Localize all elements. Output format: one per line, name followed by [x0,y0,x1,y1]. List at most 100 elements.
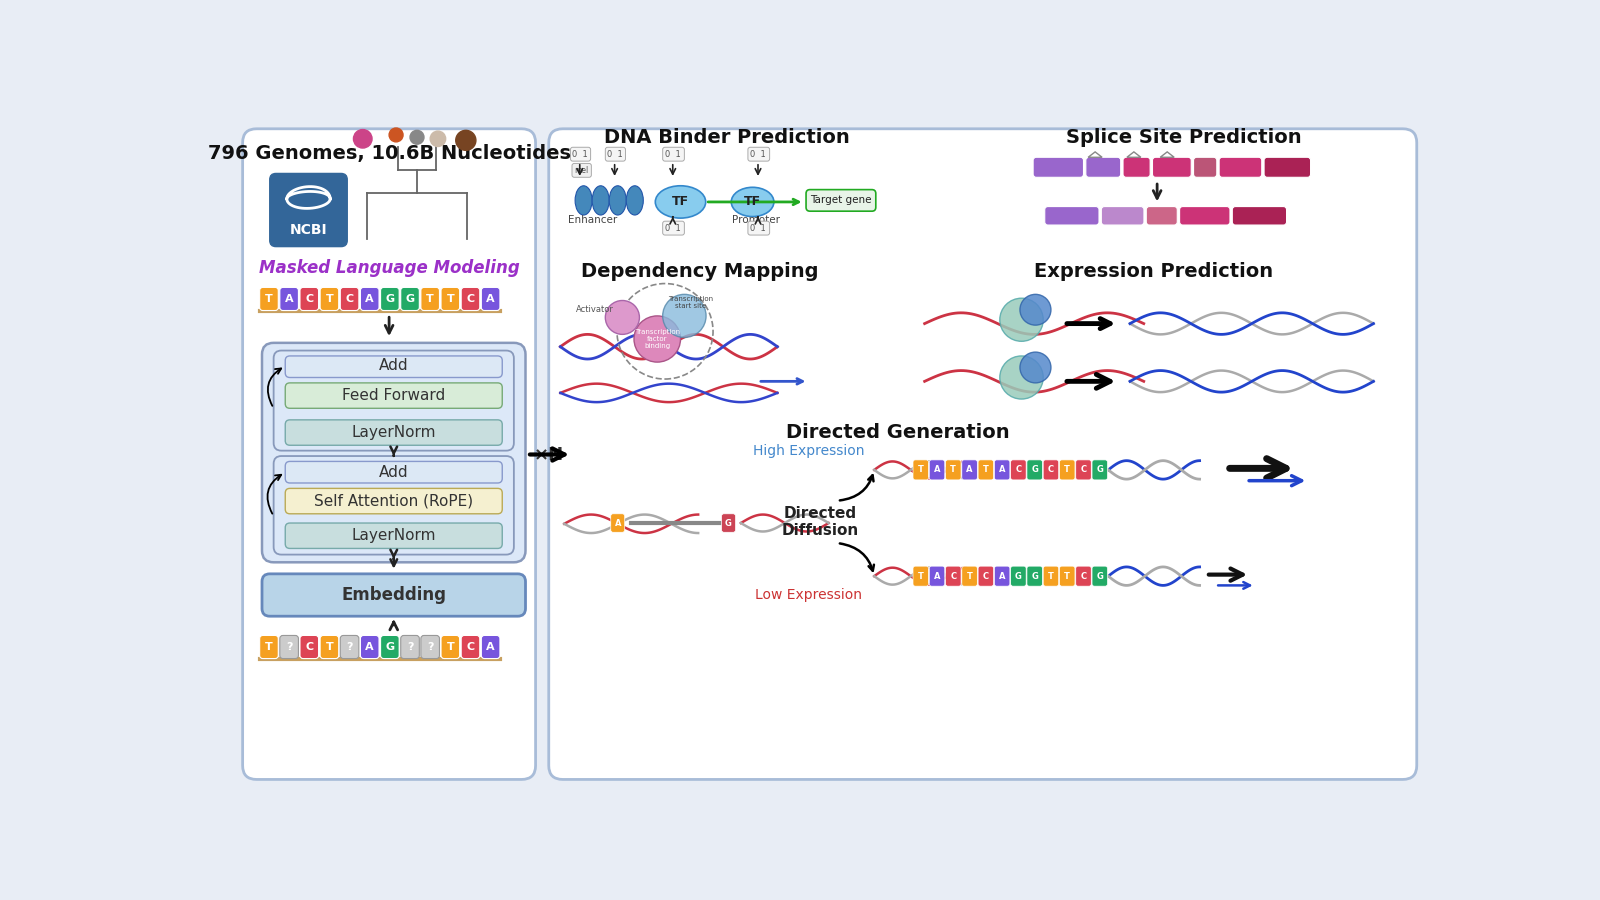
FancyBboxPatch shape [274,351,514,451]
Text: T: T [918,572,923,580]
FancyBboxPatch shape [1011,460,1026,480]
Text: T: T [446,642,454,652]
Text: TF: TF [744,195,762,209]
FancyBboxPatch shape [806,190,875,212]
Text: LayerNorm: LayerNorm [352,425,435,440]
Circle shape [634,316,680,362]
Circle shape [456,130,475,150]
Text: Promoter: Promoter [733,215,781,225]
Text: A: A [486,642,494,652]
FancyBboxPatch shape [1264,158,1310,177]
Text: C: C [1080,572,1086,580]
Text: T: T [426,294,434,304]
FancyBboxPatch shape [946,566,962,586]
Circle shape [410,130,424,144]
Text: Feed Forward: Feed Forward [342,388,445,402]
Text: G: G [1032,465,1038,474]
FancyBboxPatch shape [662,148,685,161]
Text: Activator: Activator [576,305,614,314]
Ellipse shape [626,185,643,215]
Text: High Expression: High Expression [752,444,864,457]
FancyBboxPatch shape [549,129,1416,779]
Text: A: A [998,572,1005,580]
Text: Enhancer: Enhancer [568,215,616,225]
Ellipse shape [610,185,626,215]
FancyBboxPatch shape [299,635,318,659]
Text: Add: Add [379,358,408,374]
FancyBboxPatch shape [1011,566,1026,586]
FancyBboxPatch shape [611,514,624,532]
FancyBboxPatch shape [914,460,928,480]
Text: 0  1: 0 1 [666,223,680,232]
Text: ×N: ×N [533,446,563,464]
FancyBboxPatch shape [573,164,592,177]
FancyBboxPatch shape [381,635,398,659]
FancyBboxPatch shape [930,566,944,586]
FancyBboxPatch shape [1043,460,1059,480]
Text: T: T [1064,465,1070,474]
FancyBboxPatch shape [1075,460,1091,480]
FancyBboxPatch shape [400,635,419,659]
FancyBboxPatch shape [994,566,1010,586]
FancyBboxPatch shape [1043,566,1059,586]
Text: A: A [365,294,374,304]
Polygon shape [1088,152,1102,158]
Text: 796 Genomes, 10.6B Nucleotides: 796 Genomes, 10.6B Nucleotides [208,144,571,163]
Text: ?: ? [406,642,413,652]
Text: ?: ? [346,642,354,652]
FancyBboxPatch shape [421,635,440,659]
FancyBboxPatch shape [285,462,502,483]
FancyBboxPatch shape [360,287,379,310]
Text: G: G [1096,465,1104,474]
FancyBboxPatch shape [605,148,626,161]
FancyBboxPatch shape [914,566,928,586]
Text: C: C [1016,465,1021,474]
FancyBboxPatch shape [461,287,480,310]
FancyBboxPatch shape [994,460,1010,480]
FancyBboxPatch shape [962,460,978,480]
Ellipse shape [731,187,774,217]
Text: LayerNorm: LayerNorm [352,527,435,543]
Text: C: C [982,572,989,580]
Text: 0  1: 0 1 [750,223,766,232]
FancyBboxPatch shape [1093,460,1107,480]
FancyBboxPatch shape [1179,207,1230,225]
Text: C: C [467,294,475,304]
FancyBboxPatch shape [285,356,502,377]
Ellipse shape [656,185,706,218]
Text: NCBI: NCBI [290,222,328,237]
FancyBboxPatch shape [270,174,347,247]
FancyBboxPatch shape [1034,158,1083,177]
FancyBboxPatch shape [262,343,525,562]
Circle shape [354,130,373,148]
FancyBboxPatch shape [722,514,736,532]
FancyBboxPatch shape [1219,158,1262,177]
Circle shape [1000,298,1043,341]
Text: Expression Prediction: Expression Prediction [1034,262,1274,281]
Circle shape [1019,352,1051,382]
Text: Target gene: Target gene [810,195,872,205]
FancyBboxPatch shape [1059,460,1075,480]
FancyBboxPatch shape [341,287,358,310]
FancyBboxPatch shape [1123,158,1150,177]
Text: T: T [918,465,923,474]
Text: 0  1: 0 1 [606,149,622,158]
Text: G: G [405,294,414,304]
FancyBboxPatch shape [1101,207,1144,225]
Circle shape [605,301,640,335]
Text: T: T [325,642,333,652]
FancyBboxPatch shape [747,148,770,161]
FancyBboxPatch shape [299,287,318,310]
FancyBboxPatch shape [962,566,978,586]
FancyBboxPatch shape [1027,566,1043,586]
FancyBboxPatch shape [285,419,502,446]
Text: C: C [950,572,957,580]
FancyBboxPatch shape [262,574,525,617]
FancyBboxPatch shape [1093,566,1107,586]
FancyBboxPatch shape [381,287,398,310]
FancyBboxPatch shape [285,489,502,514]
Text: T: T [266,294,274,304]
Text: A: A [966,465,973,474]
Text: C: C [1048,465,1054,474]
FancyBboxPatch shape [259,287,278,310]
